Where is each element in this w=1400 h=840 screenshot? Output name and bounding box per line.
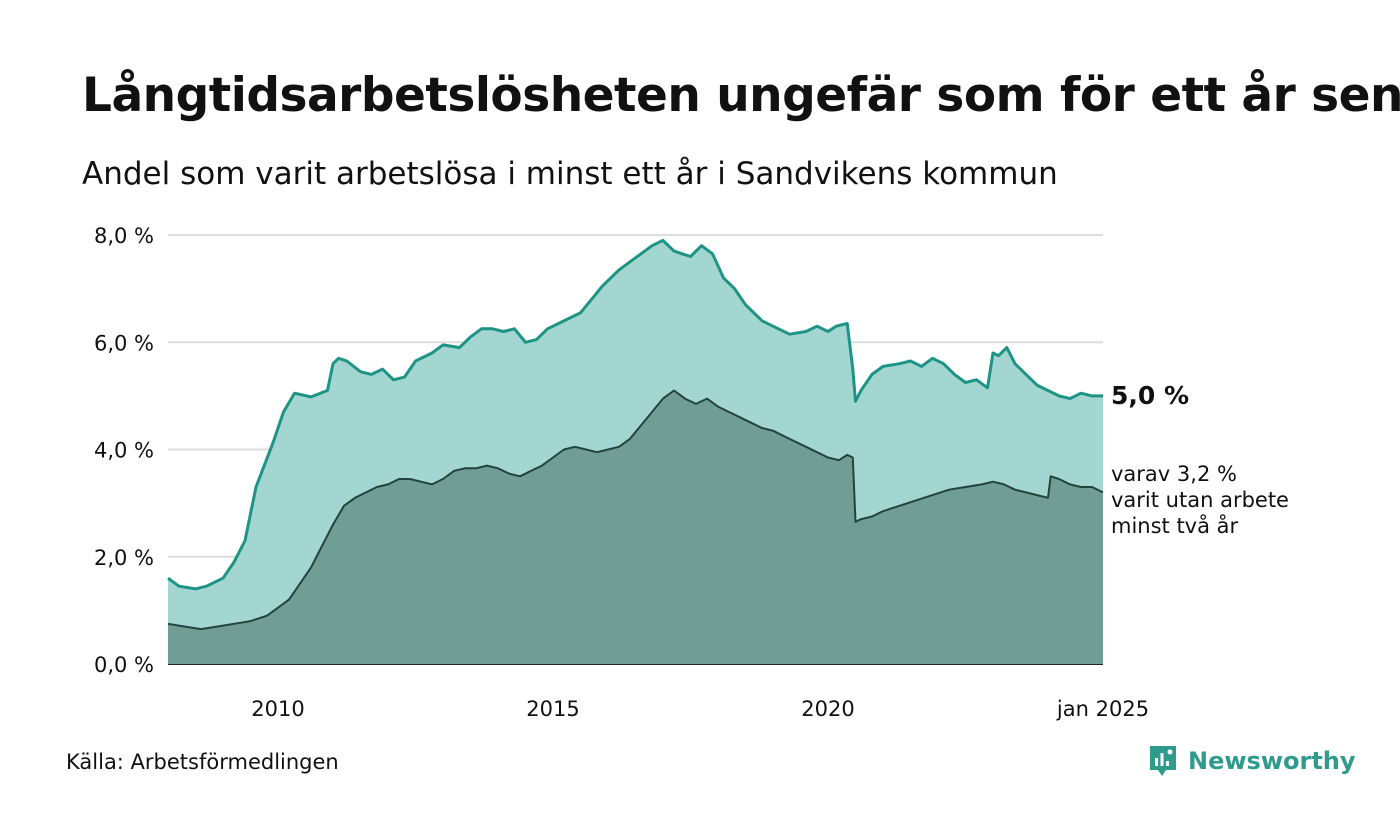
chart-area: 0,0 % 2,0 % 4,0 % 6,0 % 8,0 % 2010 2015 2020 ja… [94, 224, 1289, 721]
series-areas [167, 238, 1104, 664]
chart-title: Långtidsarbetslösheten ungefär som för e… [82, 68, 1400, 123]
y-tick-label: 8,0 % [94, 224, 154, 248]
x-tick-label: 2010 [251, 697, 304, 721]
chart-subtitle: Andel som varit arbetslösa i minst ett å… [82, 156, 1058, 192]
y-tick-label: 6,0 % [94, 331, 154, 355]
sub-series-annotation-line: varit utan arbete [1111, 488, 1289, 512]
newsworthy-logo-icon [1150, 746, 1176, 776]
sub-series-annotation-line: minst två år [1111, 513, 1239, 538]
series-line-2 [167, 389, 1104, 631]
y-tick-label: 0,0 % [94, 653, 154, 677]
latest-value-label: 5,0 % [1111, 381, 1189, 410]
brand-name: Newsworthy [1188, 747, 1356, 775]
sub-series-annotation-line: varav 3,2 % [1111, 462, 1237, 486]
y-tick-label: 2,0 % [94, 546, 154, 570]
x-tick-label: 2020 [801, 697, 854, 721]
x-tick-label: jan 2025 [1056, 697, 1149, 721]
source-note: Källa: Arbetsförmedlingen [66, 750, 339, 774]
x-tick-label: 2015 [526, 697, 579, 721]
x-axis-ticks: 2010 2015 2020 jan 2025 [251, 697, 1149, 721]
series-area-2 [168, 390, 1103, 664]
series-line-1 [167, 238, 1103, 591]
y-axis-ticks: 0,0 % 2,0 % 4,0 % 6,0 % 8,0 % [94, 224, 154, 677]
brand-logo: Newsworthy [1148, 744, 1356, 778]
y-tick-label: 4,0 % [94, 439, 154, 463]
